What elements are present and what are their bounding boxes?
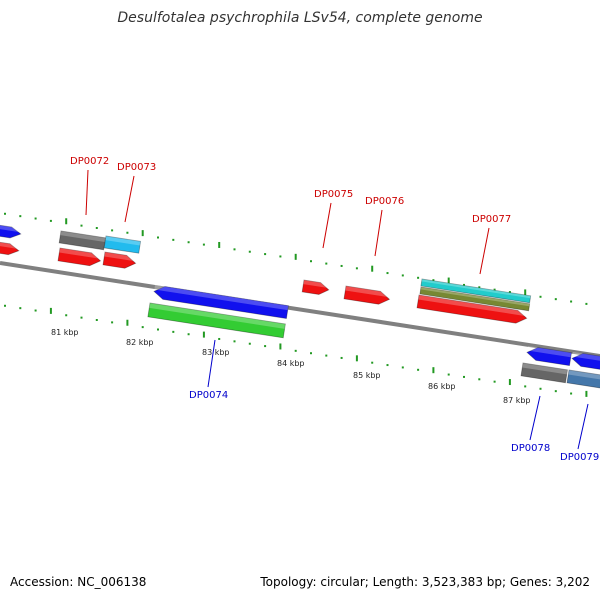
gene-feature bbox=[57, 247, 102, 267]
feature-track bbox=[0, 223, 600, 390]
gene-feature bbox=[147, 302, 286, 339]
scale-label: 82 kbp bbox=[126, 338, 154, 347]
label-leader bbox=[577, 403, 589, 450]
genome-stats-text: Topology: circular; Length: 3,523,383 bp… bbox=[260, 575, 590, 589]
gene-feature bbox=[571, 352, 600, 372]
gene-feature bbox=[153, 285, 289, 319]
label-layer: 81 kbp 82 kbp 83 kbp 84 kbp 85 kbp 86 kbp 87 k… bbox=[51, 156, 599, 463]
label-leader bbox=[85, 169, 89, 216]
gene-feature bbox=[103, 235, 142, 254]
map-title: Desulfotalea psychrophila LSv54, complet… bbox=[117, 10, 483, 26]
gene-feature bbox=[526, 346, 572, 367]
gene-feature bbox=[301, 279, 330, 295]
gene-label: DP0072 bbox=[70, 156, 109, 167]
scale-label: 81 kbp bbox=[51, 328, 79, 337]
label-leader bbox=[322, 202, 332, 249]
label-leader bbox=[479, 227, 490, 275]
label-leader bbox=[374, 209, 383, 257]
gene-feature bbox=[416, 294, 528, 324]
scale-label: 84 kbp bbox=[277, 359, 305, 368]
gene-feature bbox=[419, 286, 531, 312]
gene-feature bbox=[58, 230, 106, 251]
bottom-tick-track bbox=[4, 304, 588, 397]
scale-label: 85 kbp bbox=[353, 371, 381, 380]
label-leader bbox=[529, 395, 541, 441]
genome-backbone bbox=[0, 261, 600, 358]
gene-label: DP0075 bbox=[314, 189, 353, 200]
gene-label: DP0073 bbox=[117, 162, 156, 173]
accession-text: Accession: NC_006138 bbox=[10, 575, 147, 589]
gene-label: DP0078 bbox=[511, 443, 550, 454]
gene-label: DP0076 bbox=[365, 196, 404, 207]
gene-feature bbox=[343, 285, 391, 305]
gene-label: DP0074 bbox=[189, 390, 228, 401]
label-leader bbox=[207, 339, 216, 388]
scale-label: 87 kbp bbox=[503, 396, 531, 405]
gene-feature bbox=[0, 223, 22, 239]
gene-feature bbox=[102, 251, 137, 269]
gene-label: DP0077 bbox=[472, 214, 511, 225]
scale-label: 83 kbp bbox=[202, 348, 230, 357]
scale-label: 86 kbp bbox=[428, 382, 456, 391]
top-tick-track bbox=[4, 212, 588, 305]
gene-feature bbox=[566, 369, 600, 390]
gene-feature bbox=[420, 278, 532, 304]
gene-feature bbox=[520, 362, 568, 384]
label-leaders bbox=[85, 169, 589, 450]
label-leader bbox=[124, 175, 135, 223]
gene-label: DP0079 bbox=[560, 452, 599, 463]
gene-feature bbox=[0, 240, 20, 256]
